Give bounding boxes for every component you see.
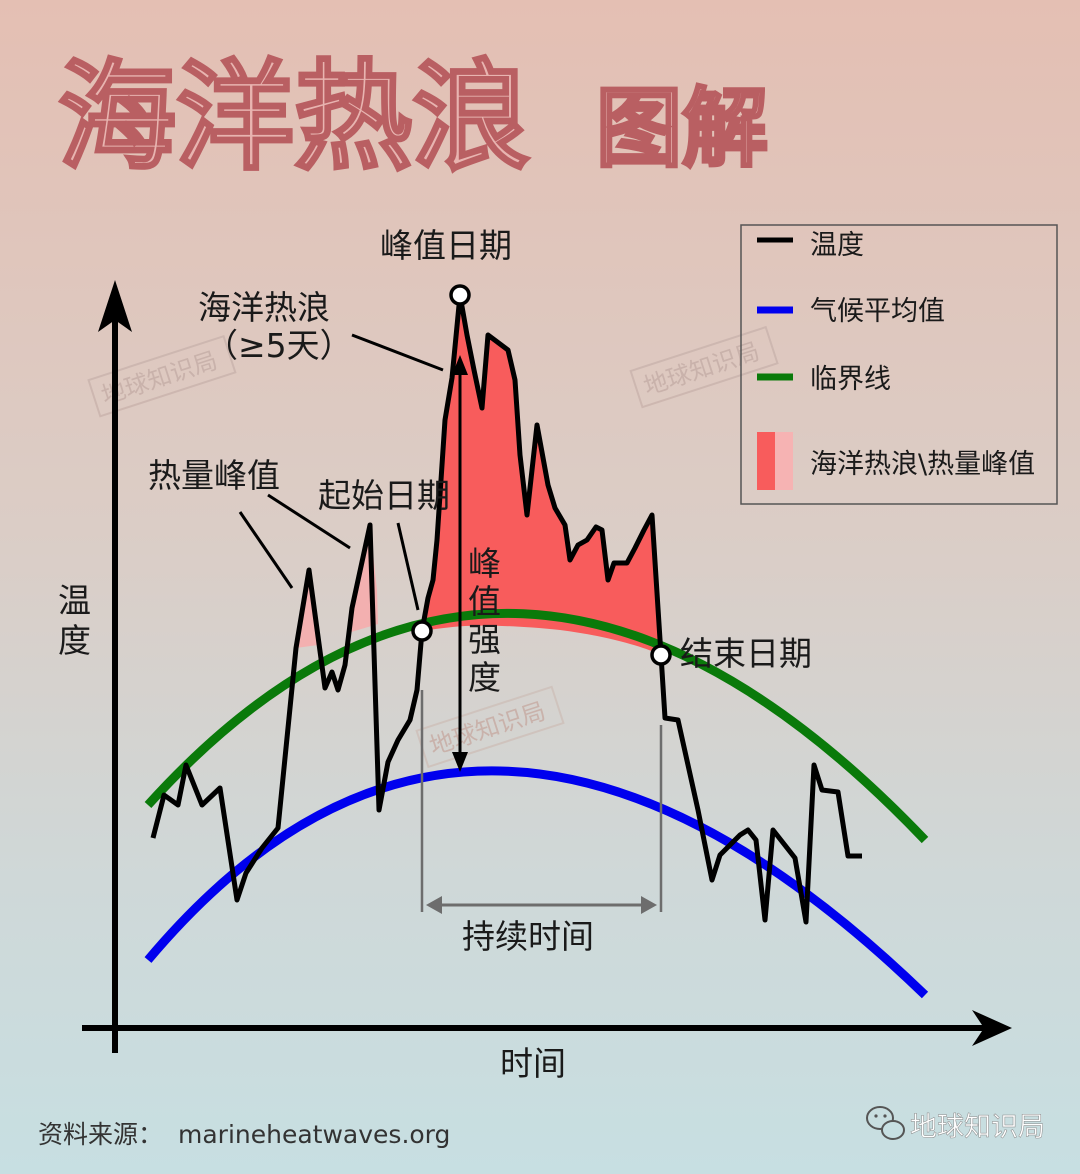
legend-box: [740, 224, 1058, 505]
peak-date-label: 峰值日期: [380, 226, 512, 265]
watermark-text: 地球知识局: [426, 697, 549, 761]
watermark-box: [629, 325, 779, 409]
y-axis: [98, 280, 132, 1053]
x-axis-label: 时间: [500, 1044, 566, 1083]
duration-label: 持续时间: [462, 917, 594, 956]
heatwave-label-line2: （≥5天）: [205, 326, 353, 365]
leader-lines: [238, 333, 444, 611]
threshold-line: [144, 608, 929, 844]
start-date-marker: [411, 620, 433, 642]
y-axis-arrow: [98, 280, 132, 332]
legend-label-heatwave: 海洋热浪\热量峰值: [810, 449, 1035, 480]
temperature-line: [150, 292, 862, 925]
end-date-label: 结束日期: [680, 634, 812, 673]
end-date-marker: [650, 644, 672, 666]
watermarks: 地球知识局 地球知识局 地球知识局: [87, 325, 779, 769]
title-main: 海洋热浪: [58, 48, 530, 186]
source-link[interactable]: marineheatwaves.org: [178, 1120, 450, 1149]
x-axis: [82, 1010, 1012, 1046]
duration-bracket: [420, 690, 663, 914]
peak-date-marker: [449, 284, 471, 306]
legend-swatch-heatwave: [757, 432, 775, 490]
x-axis-arrow: [972, 1010, 1012, 1046]
y-axis-label: 温度: [58, 581, 91, 660]
heatwave-area: [422, 295, 661, 655]
wechat-icon: [866, 1106, 905, 1140]
heat-spike-label: 热量峰值: [148, 456, 280, 495]
legend-swatch-spike: [775, 432, 793, 490]
title-sub: 图解: [596, 79, 768, 179]
source-prefix: 资料来源：: [38, 1120, 163, 1149]
peak-intensity-arrow: [452, 355, 468, 772]
watermark-box: [87, 334, 237, 418]
watermark-text: 地球知识局: [640, 337, 763, 401]
legend-label-temperature: 温度: [810, 230, 864, 261]
legend-label-threshold: 临界线: [810, 364, 891, 395]
brand-name: 地球知识局: [910, 1112, 1045, 1143]
peak-intensity-label: 峰值强度: [468, 544, 501, 697]
legend: 温度 气候平均值 临界线 海洋热浪\热量峰值: [740, 224, 1058, 505]
legend-label-climatology: 气候平均值: [810, 296, 945, 327]
start-date-label: 起始日期: [318, 476, 450, 515]
heatwave-label-line1: 海洋热浪: [198, 288, 330, 327]
